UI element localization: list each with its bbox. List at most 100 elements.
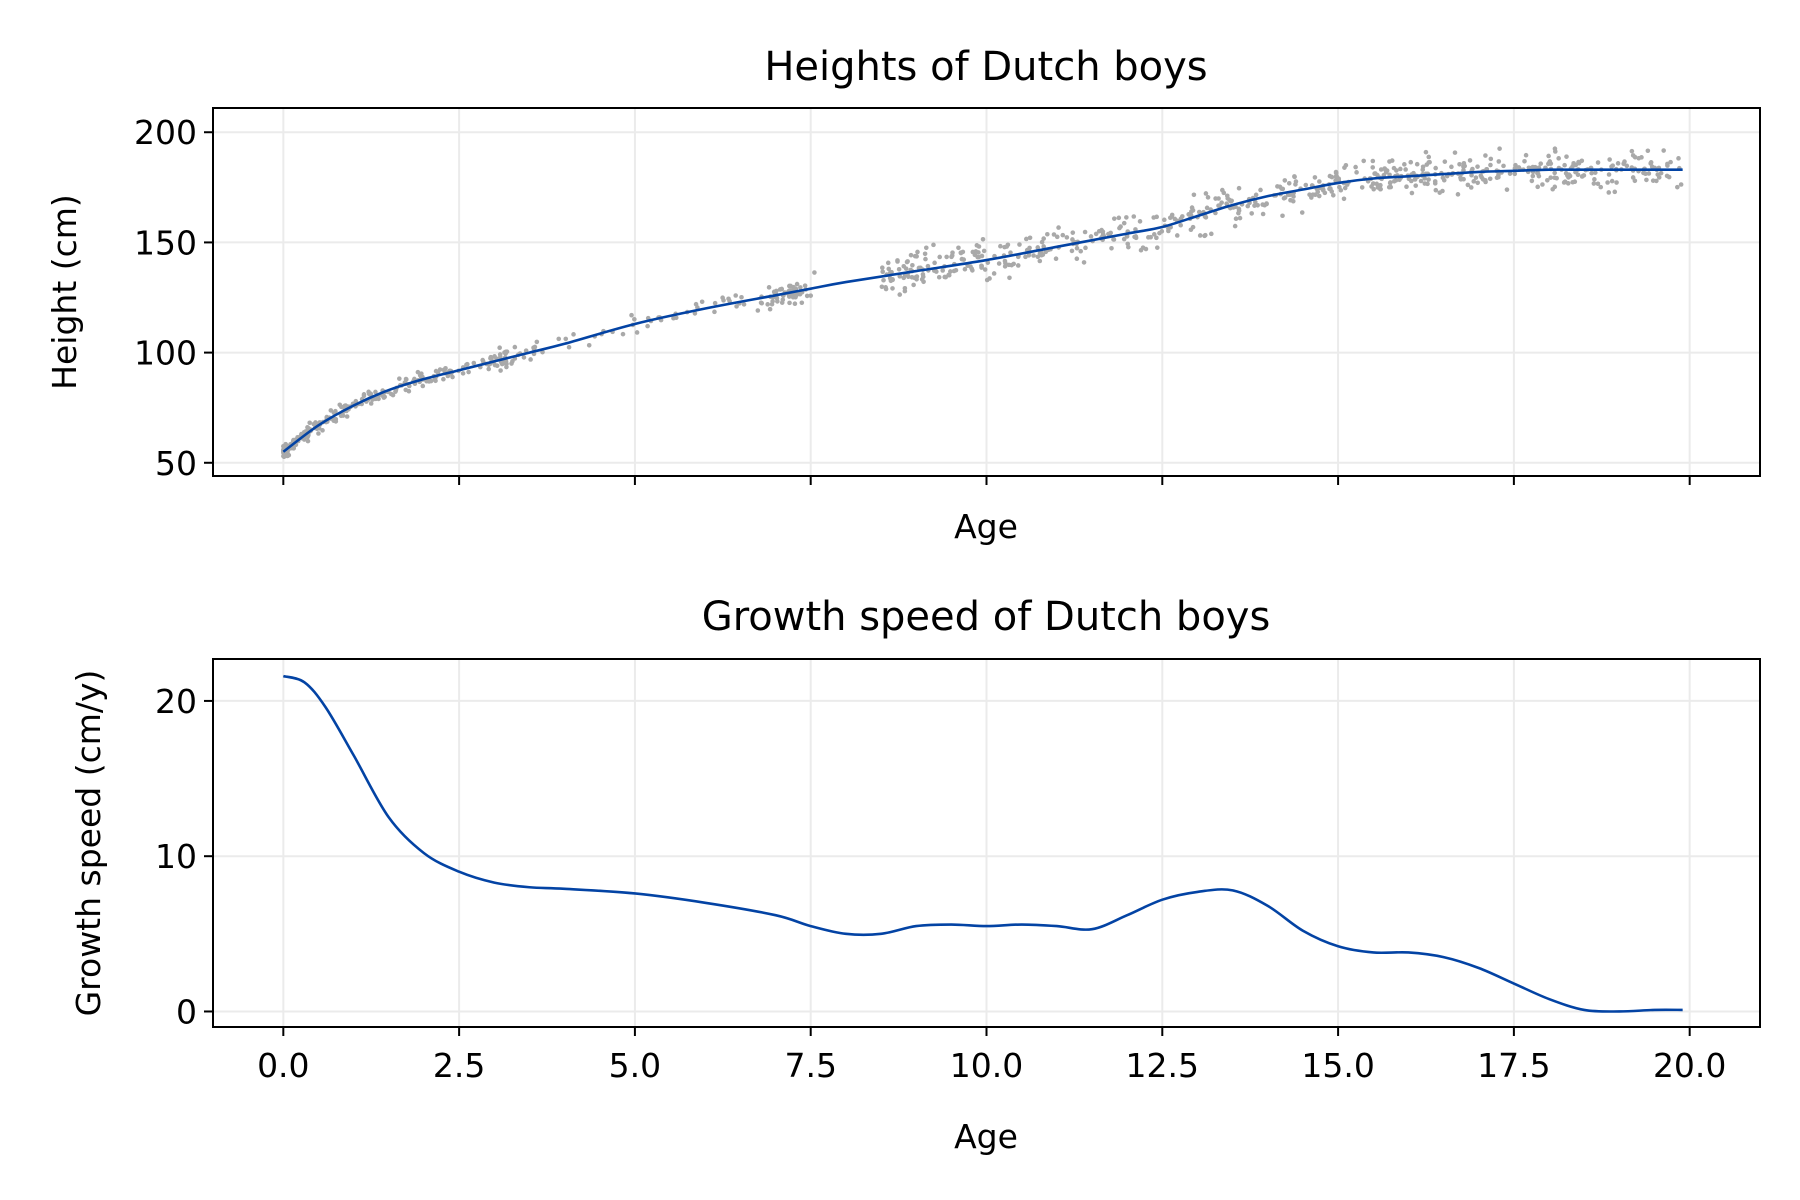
height-point [1282, 178, 1288, 183]
height-point [1478, 173, 1484, 178]
height-point [566, 344, 572, 350]
height-point [1342, 185, 1348, 191]
height-point [693, 301, 699, 307]
height-fit-line [282, 168, 1683, 453]
height-point [1487, 176, 1493, 182]
height-point [1426, 160, 1432, 165]
height-point [1232, 223, 1238, 229]
height-point [1643, 171, 1648, 176]
height-point [368, 401, 374, 406]
height-point [1003, 260, 1008, 266]
height-point [1513, 162, 1518, 168]
height-point [726, 296, 731, 302]
y-tick-label: 200 [134, 113, 197, 152]
height-point [951, 268, 957, 274]
height-point [890, 276, 895, 282]
height-point [721, 298, 726, 303]
height-point [1203, 215, 1209, 220]
height-point [1563, 170, 1569, 176]
height-point [1035, 254, 1041, 260]
height-point [908, 252, 914, 258]
height-point [1488, 156, 1494, 162]
height-point [774, 296, 780, 301]
height-point [328, 408, 334, 413]
height-point [1341, 196, 1347, 202]
height-point [586, 342, 592, 348]
height-point [925, 263, 931, 269]
height-point [880, 269, 886, 275]
height-point [1286, 180, 1292, 186]
height-point [1422, 181, 1428, 186]
height-point [991, 271, 997, 276]
height-point [629, 312, 634, 318]
height-point [812, 270, 817, 275]
x-tick-label: 2.5 [433, 1046, 485, 1085]
height-point [1426, 177, 1431, 182]
height-point [1031, 253, 1036, 258]
height-point [1197, 233, 1203, 238]
height-point [497, 345, 502, 351]
growth-speed-path [282, 674, 1683, 1013]
height-point [1005, 242, 1011, 248]
height-point [1172, 216, 1178, 222]
height-point [1475, 180, 1480, 186]
height-point [435, 370, 441, 375]
height-point [1037, 258, 1043, 264]
height-point [1133, 227, 1138, 232]
height-point [1378, 167, 1384, 172]
height-point [1106, 231, 1111, 237]
height-point [460, 371, 466, 376]
height-point [1132, 234, 1137, 240]
height-point [912, 253, 918, 259]
x-tick-label: 15.0 [1301, 1046, 1374, 1085]
height-point [1433, 165, 1438, 171]
height-point [1404, 184, 1409, 189]
height-point [1204, 205, 1210, 211]
height-point [879, 284, 885, 290]
x-tick-label: 7.5 [784, 1046, 836, 1085]
height-point [903, 266, 909, 271]
height-point [1636, 155, 1642, 161]
height-point [1467, 158, 1473, 163]
height-point [428, 378, 434, 384]
height-point [1316, 193, 1322, 199]
height-point [1213, 196, 1218, 201]
height-point [1452, 150, 1458, 155]
height-point [671, 315, 676, 321]
height-point [920, 272, 926, 277]
height-point [1169, 214, 1175, 219]
height-point [1024, 236, 1029, 242]
height-point [936, 274, 942, 280]
height-point [1002, 244, 1007, 250]
height-point [1154, 235, 1159, 241]
height-point [766, 285, 772, 290]
growth-chart: 0.0 2.5 5.0 7.5 10.0 12.5 15.0 17.5 20.0 0 10 20 Gr… [69, 594, 1761, 1156]
height-point [465, 361, 470, 367]
height-point [794, 292, 799, 298]
height-point [373, 389, 378, 395]
height-point [1011, 261, 1016, 267]
height-point [1143, 246, 1149, 252]
height-point [521, 355, 527, 360]
height-point [1412, 177, 1418, 182]
height-point [1496, 159, 1502, 164]
height-point [982, 267, 988, 272]
height-point [1418, 178, 1424, 184]
height-point [944, 254, 949, 260]
height-point [910, 262, 915, 268]
height-point [1189, 209, 1194, 214]
height-point [1516, 165, 1522, 170]
height-point [1116, 215, 1122, 221]
height-point [1056, 225, 1061, 230]
height-point [804, 293, 810, 299]
height-point [1051, 232, 1057, 237]
height-point [1675, 184, 1680, 190]
height-point [774, 288, 779, 294]
height-point [758, 300, 764, 306]
height-point [1630, 153, 1636, 158]
height-point [1540, 182, 1545, 187]
height-point [1581, 173, 1587, 178]
height-point [397, 376, 402, 381]
growth-chart-ylabel: Growth speed (cm/y) [69, 670, 108, 1017]
